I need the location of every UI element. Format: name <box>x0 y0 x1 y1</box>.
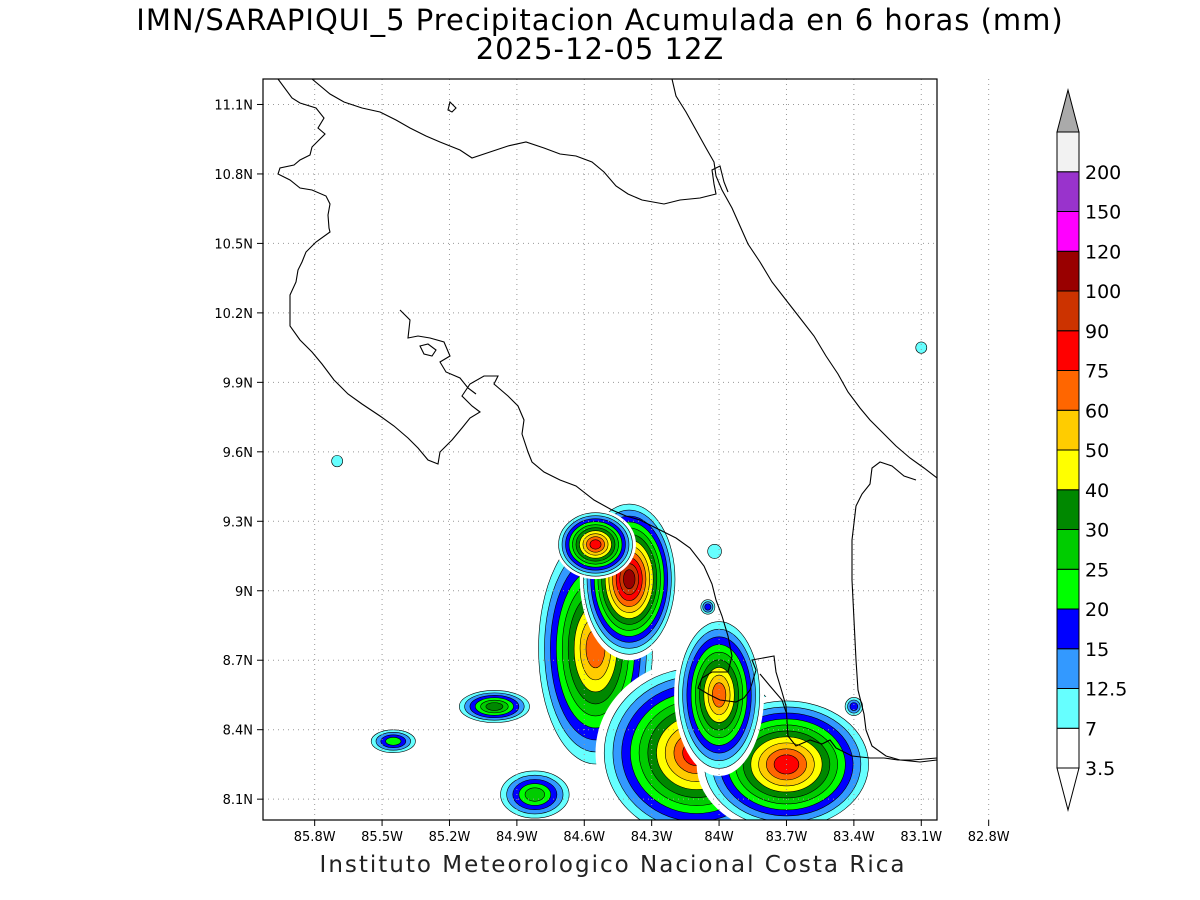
colorbar-segment-14 <box>1056 171 1080 212</box>
bay-coast <box>759 673 787 713</box>
precip-cell-1-level-12 <box>623 569 636 590</box>
lat-tick-label-7: 9N <box>235 585 253 600</box>
colorbar: 3.5 7 12.5 15 20 25 30 40 50 60 75 90 100 120 150 200 <box>1056 88 1127 812</box>
nicoya-peninsula <box>399 309 477 395</box>
colorbar-label-11: 90 <box>1085 321 1109 343</box>
colorbar-label-1: 7 <box>1085 718 1097 740</box>
colorbar-label-12: 100 <box>1085 281 1121 303</box>
precip-cell-7-level-4 <box>385 736 402 746</box>
lat-tick-label-9: 8.4N <box>223 724 253 739</box>
lat-tick-label-8: 8.7N <box>223 654 253 669</box>
colorbar-top-arrow <box>1056 88 1080 133</box>
lake-outline <box>447 100 457 113</box>
colorbar-segment-1 <box>1056 688 1080 729</box>
lat-tick-label-2: 10.5N <box>214 237 253 252</box>
colorbar-segment-2 <box>1056 648 1080 689</box>
plot-subtitle: 2025-12-05 12Z <box>475 32 725 66</box>
precip-cell-10-level-3 <box>704 603 712 611</box>
colorbar-segment-0 <box>1056 727 1080 769</box>
lon-tick-label-1: 85.5W <box>361 830 403 845</box>
colorbar-bottom-arrow <box>1056 767 1080 812</box>
colorbar-label-8: 50 <box>1085 440 1109 462</box>
colorbar-label-7: 40 <box>1085 480 1109 502</box>
plot-title: IMN/SARAPIQUI_5 Precipitacion Acumulada … <box>136 3 1064 37</box>
precip-cell-8-level-5 <box>524 787 545 802</box>
colorbar-label-13: 120 <box>1085 241 1121 263</box>
colorbar-segment-13 <box>1056 211 1080 252</box>
colorbar-label-10: 75 <box>1085 361 1109 383</box>
panama-border <box>851 461 937 763</box>
colorbar-segment-7 <box>1056 449 1080 491</box>
colorbar-label-4: 20 <box>1085 599 1109 621</box>
precip-cell-6-level-6 <box>485 702 504 711</box>
longitude-axis: 85.8W 85.5W 85.2W 84.9W 84.6W 84.3W 84W 83.7W 83… <box>294 820 1010 845</box>
credit-footer: Instituto Meteorologico Nacional Costa R… <box>319 852 907 878</box>
map-gridlines <box>263 79 990 820</box>
lat-tick-label-4: 9.9N <box>223 376 253 391</box>
precip-cell-11-level-1 <box>331 455 343 468</box>
lat-tick-label-10: 8.1N <box>223 793 253 808</box>
lon-tick-label-6: 84W <box>704 830 734 845</box>
colorbar-segment-3 <box>1056 608 1080 650</box>
latitude-axis: 11.1N 10.8N 10.5N 10.2N 9.9N 9.6N 9.3N 9N 8.7N 8.… <box>214 98 263 808</box>
colorbar-segment-4 <box>1056 568 1080 610</box>
nicaragua-border <box>311 79 729 205</box>
colorbar-label-15: 200 <box>1085 162 1121 184</box>
precip-cell-12-level-3 <box>849 702 859 711</box>
colorbar-label-5: 25 <box>1085 559 1109 581</box>
lon-tick-label-9: 83.1W <box>900 830 942 845</box>
colorbar-label-0: 3.5 <box>1085 758 1115 780</box>
colorbar-segment-11 <box>1056 290 1080 332</box>
colorbar-segment-6 <box>1056 489 1080 530</box>
lon-tick-label-10: 82.8W <box>968 830 1010 845</box>
precip-cell-9-level-1 <box>707 543 722 559</box>
lat-tick-label-6: 9.3N <box>223 515 253 530</box>
colorbar-label-14: 150 <box>1085 202 1121 224</box>
colorbar-label-6: 30 <box>1085 520 1109 542</box>
plot-frame <box>262 78 938 821</box>
caribbean-coast <box>671 79 937 479</box>
lon-tick-label-7: 83.7W <box>766 830 808 845</box>
lat-tick-label-3: 10.2N <box>214 307 253 322</box>
lon-tick-label-8: 83.4W <box>833 830 875 845</box>
lon-tick-label-4: 84.6W <box>563 830 605 845</box>
colorbar-label-3: 15 <box>1085 639 1109 661</box>
lon-tick-label-3: 84.9W <box>496 830 538 845</box>
gulf-island <box>419 343 437 357</box>
lat-tick-label-1: 10.8N <box>214 168 253 183</box>
colorbar-segment-5 <box>1056 529 1080 570</box>
lon-tick-label-2: 85.2W <box>429 830 471 845</box>
precipitation-field <box>328 338 931 820</box>
pacific-coast-north <box>277 79 937 761</box>
colorbar-segment-10 <box>1056 330 1080 371</box>
lon-tick-label-5: 84.3W <box>631 830 673 845</box>
colorbar-segment-12 <box>1056 250 1080 292</box>
colorbar-segment-8 <box>1056 409 1080 451</box>
colorbar-segment-9 <box>1056 370 1080 411</box>
colorbar-label-2: 12.5 <box>1085 679 1127 701</box>
precip-cell-13-level-1 <box>915 341 928 354</box>
precip-cell-2-level-10 <box>589 539 602 550</box>
lat-tick-label-5: 9.6N <box>223 446 253 461</box>
lon-tick-label-0: 85.8W <box>294 830 336 845</box>
lat-tick-label-0: 11.1N <box>214 98 253 113</box>
colorbar-label-9: 60 <box>1085 400 1109 422</box>
colorbar-segment-15 <box>1056 131 1080 173</box>
coastline <box>277 79 937 763</box>
